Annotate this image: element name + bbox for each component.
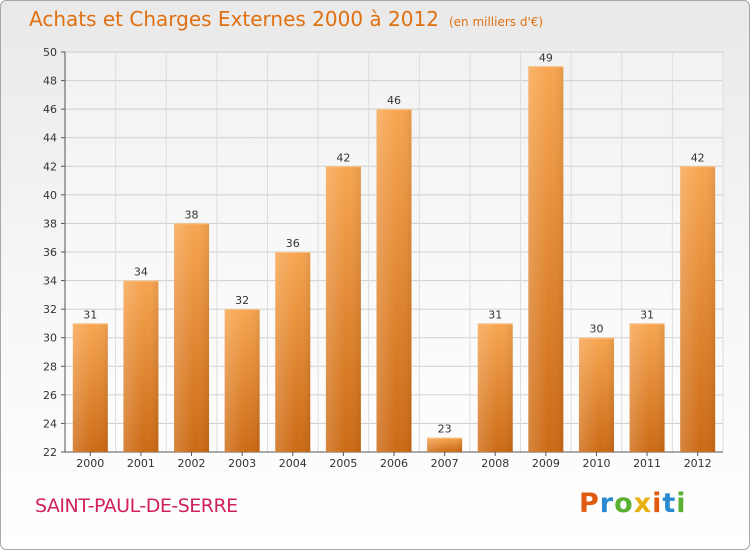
brand-letter: P	[579, 488, 600, 519]
brand-letter: i	[652, 488, 663, 519]
y-tick-label: 48	[43, 75, 57, 88]
data-label: 31	[640, 308, 654, 321]
y-tick-label: 30	[43, 332, 57, 345]
brand-letter: r	[599, 488, 615, 519]
bar-shade	[325, 166, 361, 453]
y-tick-label: 36	[43, 246, 57, 259]
x-tick-label: 2011	[633, 457, 661, 470]
y-tick-label: 46	[43, 103, 57, 116]
y-tick-label: 42	[43, 160, 57, 173]
y-tick-label: 24	[43, 417, 57, 430]
data-label: 30	[589, 323, 603, 336]
brand-letter: i	[676, 488, 687, 519]
y-tick-label: 50	[43, 46, 57, 59]
x-tick-label: 2002	[178, 457, 206, 470]
data-label: 46	[387, 94, 401, 107]
bars: 31 34 38 32 36 42 46 23 31 49 30 31 42	[72, 51, 716, 453]
brand-letter: o	[614, 488, 634, 519]
data-label: 31	[488, 308, 502, 321]
x-tick-label: 2006	[380, 457, 408, 470]
bar-shade	[427, 437, 463, 452]
data-label: 23	[438, 423, 452, 436]
x-tick-label: 2005	[329, 457, 357, 470]
data-label: 42	[336, 151, 350, 164]
brand-logo: Proxiti	[579, 488, 687, 519]
y-axis: 22 24 26 28 30 32 34 36 38 40 42 44 46 48 50	[43, 46, 65, 459]
bar-shade	[72, 323, 108, 452]
data-label: 32	[235, 294, 249, 307]
x-tick-label: 2010	[582, 457, 610, 470]
y-tick-label: 38	[43, 217, 57, 230]
bar-shade	[224, 309, 260, 452]
bar-shade	[528, 66, 564, 453]
chart-title-text: Achats et Charges Externes 2000 à 2012	[29, 7, 439, 31]
x-tick-label: 2000	[76, 457, 104, 470]
y-tick-label: 32	[43, 303, 57, 316]
x-tick-label: 2007	[431, 457, 459, 470]
x-tick-label: 2001	[127, 457, 155, 470]
bar-shade	[629, 323, 665, 452]
data-label: 31	[83, 308, 97, 321]
bar-shade	[376, 109, 412, 453]
location-name: SAINT-PAUL-DE-SERRE	[35, 495, 238, 517]
data-label: 49	[539, 51, 553, 64]
y-tick-label: 40	[43, 189, 57, 202]
x-axis: 2000 2001 2002 2003 2004 2005 2006 2007 2008 2009…	[76, 452, 712, 470]
bar-shade	[174, 223, 210, 452]
y-tick-label: 28	[43, 360, 57, 373]
bar-shade	[680, 166, 716, 453]
chart-title: Achats et Charges Externes 2000 à 2012 (e…	[29, 7, 543, 31]
x-tick-label: 2003	[228, 457, 256, 470]
y-tick-label: 22	[43, 446, 57, 459]
y-tick-label: 26	[43, 389, 57, 402]
brand-letter: t	[662, 488, 677, 519]
x-tick-label: 2004	[279, 457, 307, 470]
data-label: 38	[185, 208, 199, 221]
data-label: 42	[691, 151, 705, 164]
chart-subtitle: (en milliers d'€)	[448, 15, 544, 29]
data-label: 36	[286, 237, 300, 250]
bar-shade	[477, 323, 513, 452]
bar-shade	[123, 280, 159, 452]
bar-shade	[275, 252, 311, 452]
x-tick-label: 2009	[532, 457, 560, 470]
x-tick-label: 2008	[481, 457, 509, 470]
y-tick-label: 34	[43, 275, 57, 288]
bar-shade	[578, 337, 614, 452]
data-label: 34	[134, 266, 148, 279]
y-tick-label: 44	[43, 132, 57, 145]
brand-letter: x	[633, 488, 653, 519]
x-tick-label: 2012	[684, 457, 712, 470]
